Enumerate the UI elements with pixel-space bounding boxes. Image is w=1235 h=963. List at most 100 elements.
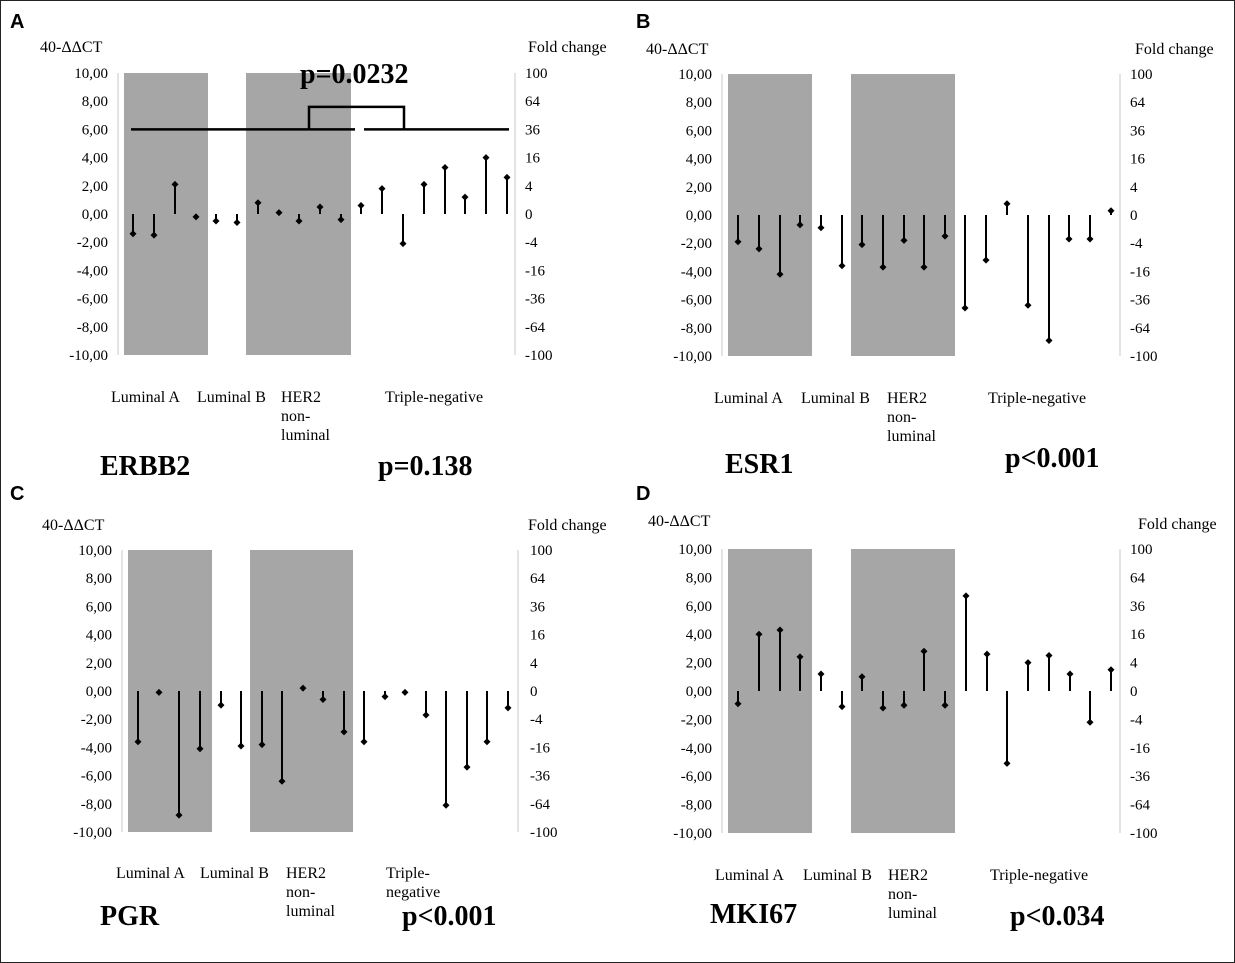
left-tick-label: 2,00 <box>82 179 108 195</box>
right-tick-label: 36 <box>525 122 541 138</box>
sample-point <box>196 745 204 753</box>
right-tick-label: -4 <box>1130 236 1143 252</box>
left-tick-label: 4,00 <box>686 627 712 643</box>
sample-point <box>1045 652 1053 659</box>
left-tick-label: 4,00 <box>82 151 108 167</box>
right-axis-title: Fold change <box>528 517 607 534</box>
sample-point <box>776 270 784 278</box>
right-tick-label: -16 <box>1130 741 1150 757</box>
sample-point <box>1065 235 1073 243</box>
right-tick-label: 64 <box>525 94 541 110</box>
left-tick-label: -10,00 <box>673 826 712 842</box>
left-tick-label: 4,00 <box>86 628 112 644</box>
shaded-band-luminal-a <box>728 74 812 356</box>
group-label: luminal <box>281 427 330 444</box>
sample-point <box>504 704 512 712</box>
right-tick-label: 0 <box>530 684 538 700</box>
sample-point <box>858 673 866 681</box>
left-tick-label: 2,00 <box>686 180 712 196</box>
sample-point <box>1107 207 1115 215</box>
sample-point <box>1107 666 1115 674</box>
sample-point <box>461 193 469 201</box>
group-label: Luminal B <box>200 865 269 882</box>
sample-point <box>838 703 846 711</box>
group-label: HER2 <box>286 865 326 882</box>
sample-point <box>1066 670 1074 678</box>
left-tick-label: -6,00 <box>77 292 108 308</box>
sample-point <box>378 185 386 193</box>
right-tick-label: 16 <box>1130 627 1146 643</box>
sample-point <box>401 688 409 696</box>
sample-point <box>961 304 969 312</box>
right-tick-label: 0 <box>1130 208 1138 224</box>
right-tick-label: 100 <box>1130 542 1153 558</box>
right-tick-label: 16 <box>530 628 546 644</box>
left-tick-label: 2,00 <box>86 656 112 672</box>
left-tick-label: 10,00 <box>78 543 112 559</box>
panel-letter: C <box>10 483 24 505</box>
sample-point <box>129 230 137 238</box>
right-tick-label: -100 <box>1130 349 1158 365</box>
right-tick-label: 16 <box>525 151 541 167</box>
sample-point <box>212 217 220 225</box>
left-tick-label: -6,00 <box>681 769 712 785</box>
left-tick-label: 0,00 <box>686 684 712 700</box>
right-tick-label: 4 <box>525 179 533 195</box>
sample-point <box>192 213 200 221</box>
group-label: luminal <box>286 903 335 920</box>
sample-point <box>134 738 142 746</box>
left-tick-label: 0,00 <box>82 207 108 223</box>
p-value: p<0.001 <box>402 901 497 932</box>
group-label: Luminal A <box>116 865 185 882</box>
sample-point <box>340 728 348 736</box>
sample-point <box>920 263 928 271</box>
sample-point <box>503 173 511 181</box>
sample-point <box>337 216 345 224</box>
right-tick-label: 4 <box>1130 180 1138 196</box>
group-label: Luminal B <box>197 389 266 406</box>
sample-point <box>983 650 991 658</box>
left-tick-label: 6,00 <box>686 123 712 139</box>
right-tick-label: -36 <box>1130 293 1150 309</box>
group-label: non- <box>888 886 917 903</box>
sample-point <box>420 180 428 188</box>
right-tick-label: -64 <box>530 797 550 813</box>
group-label: Triple- <box>386 865 430 882</box>
gene-name: PGR <box>100 901 160 932</box>
left-tick-label: -10,00 <box>73 825 112 841</box>
shaded-band-her2-non-luminal <box>250 550 353 832</box>
sample-point <box>233 218 241 226</box>
left-tick-label: 10,00 <box>678 67 712 83</box>
sample-point <box>858 241 866 249</box>
right-tick-label: -36 <box>1130 769 1150 785</box>
chart-panel-b: B 40-ΔΔCT Fold change 10,00 8,00 6,00 4,00 2,00… <box>636 11 1214 480</box>
left-tick-label: -4,00 <box>681 264 712 280</box>
group-label: HER2 <box>281 389 321 406</box>
sample-point <box>319 695 327 703</box>
sample-point <box>316 203 324 211</box>
left-tick-label: 8,00 <box>686 570 712 586</box>
left-tick-label: -8,00 <box>681 798 712 814</box>
left-tick-label: 2,00 <box>686 656 712 672</box>
left-tick-label: 8,00 <box>82 94 108 110</box>
sample-point <box>441 163 449 171</box>
sample-point <box>755 245 763 253</box>
gene-name: ERBB2 <box>100 451 190 482</box>
group-label: negative <box>386 884 440 901</box>
sample-point <box>258 741 266 749</box>
sample-point <box>278 777 286 785</box>
sample-point <box>175 811 183 819</box>
sample-point <box>399 240 407 248</box>
group-label: non- <box>286 884 315 901</box>
sample-point <box>155 688 163 696</box>
right-tick-label: -100 <box>1130 826 1158 842</box>
bracket-p-value: p=0.0232 <box>300 59 409 90</box>
sample-point <box>796 653 804 661</box>
sample-point <box>299 684 307 692</box>
group-label: Triple-negative <box>385 389 483 406</box>
left-tick-label: -4,00 <box>681 741 712 757</box>
right-axis-title: Fold change <box>1138 516 1217 533</box>
sample-point <box>879 263 887 271</box>
left-tick-label: 10,00 <box>678 542 712 558</box>
